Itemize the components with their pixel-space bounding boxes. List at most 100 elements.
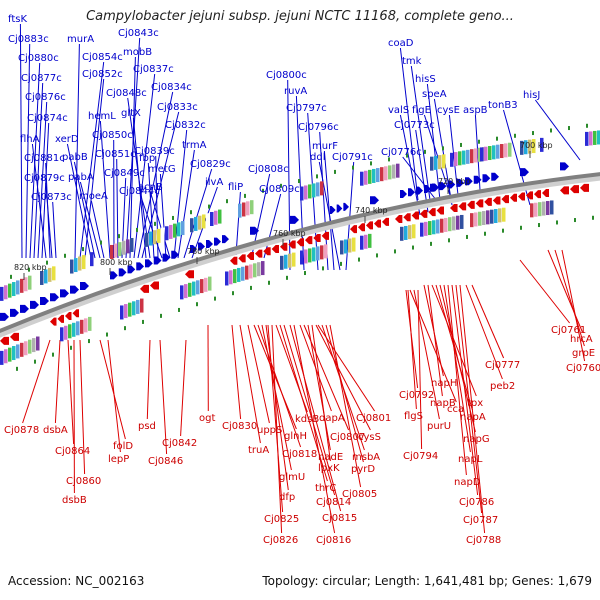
- reverse-leader-line: [99, 339, 126, 440]
- feature-box: [8, 347, 12, 362]
- feature-box: [20, 342, 24, 357]
- reverse-gene-arrow: [458, 202, 467, 211]
- feature-box: [229, 270, 233, 285]
- reverse-gene-label: Cj0826: [263, 535, 298, 546]
- orf-marker: [28, 267, 30, 272]
- feature-box: [140, 298, 144, 313]
- forward-gene-label: Cj0883c: [8, 34, 49, 45]
- forward-gene-arrow: [145, 259, 153, 268]
- reverse-gene-arrow: [420, 209, 428, 218]
- orf-marker: [502, 228, 504, 233]
- forward-gene-label: pabA: [68, 172, 94, 183]
- feature-box: [237, 267, 241, 282]
- reverse-gene-label: Cj0805: [342, 489, 377, 500]
- feature-box: [490, 209, 494, 224]
- orf-marker: [448, 238, 450, 243]
- orf-marker: [196, 302, 198, 307]
- reverse-leader-line: [417, 289, 423, 450]
- reverse-gene-label: thrC: [315, 483, 336, 494]
- feature-box: [424, 221, 428, 236]
- feature-box: [225, 271, 229, 286]
- feature-box: [16, 344, 20, 359]
- feature-box: [296, 251, 300, 266]
- reverse-gene-arrow: [492, 196, 501, 205]
- forward-leader-line: [426, 83, 441, 201]
- feature-box: [169, 224, 173, 239]
- feature-box: [460, 214, 464, 229]
- feature-box: [454, 152, 458, 167]
- reverse-leader-line: [465, 284, 503, 380]
- feature-box: [304, 249, 308, 264]
- reverse-leader-line: [451, 284, 479, 496]
- forward-leader-line: [84, 78, 105, 259]
- reverse-gene-label: peb2: [490, 381, 515, 392]
- orf-marker: [316, 174, 318, 179]
- reverse-gene-arrow: [140, 284, 149, 293]
- reverse-gene-label: napA: [460, 412, 486, 423]
- orf-marker: [394, 249, 396, 254]
- reverse-gene-arrow: [436, 206, 444, 215]
- reverse-gene-arrow: [150, 281, 159, 290]
- feature-box: [300, 250, 304, 265]
- orf-marker: [118, 234, 120, 239]
- forward-gene-label: Cj0832c: [165, 120, 206, 131]
- reverse-gene-arrow: [65, 312, 72, 321]
- reverse-gene-label: folD: [113, 441, 133, 452]
- forward-leader-line: [45, 182, 53, 259]
- feature-box: [261, 261, 265, 276]
- feature-box: [257, 262, 261, 277]
- forward-leader-line: [33, 82, 44, 259]
- feature-box: [40, 270, 44, 285]
- reverse-leader-line: [317, 324, 376, 412]
- forward-gene-arrow: [50, 293, 59, 302]
- forward-gene-arrow: [198, 242, 205, 251]
- forward-gene-label: aspB: [463, 105, 488, 116]
- feature-box: [488, 146, 492, 161]
- feature-box: [384, 166, 388, 181]
- reverse-gene-label: Cj0787: [463, 515, 498, 526]
- forward-gene-label: acnB: [138, 182, 163, 193]
- forward-gene-label: pabB: [62, 152, 88, 163]
- forward-leader-line: [323, 150, 335, 271]
- forward-gene-label: hisJ: [523, 90, 540, 101]
- forward-gene-label: coaD: [388, 38, 414, 49]
- feature-box: [196, 280, 200, 295]
- feature-box: [504, 143, 508, 158]
- forward-gene-label: Cj0809c: [259, 184, 300, 195]
- reverse-gene-label: Cj0788: [466, 535, 501, 546]
- feature-box: [28, 339, 32, 354]
- reverse-leader-line: [67, 339, 75, 445]
- forward-gene-label: Cj0791c: [332, 152, 373, 163]
- feature-box: [28, 275, 32, 290]
- forward-leader-line: [90, 200, 105, 259]
- forward-gene-label: tmk: [402, 56, 422, 67]
- forward-gene-arrow: [214, 237, 221, 246]
- feature-box: [84, 318, 88, 333]
- gene-arrows: [0, 162, 589, 345]
- forward-leader-line: [127, 97, 151, 259]
- reverse-gene-label: kdsB: [295, 414, 319, 425]
- reverse-gene-label: Cj0786: [459, 497, 494, 508]
- feature-box: [420, 222, 424, 237]
- forward-leader-line: [235, 191, 241, 256]
- feature-box: [126, 239, 130, 254]
- feature-box: [218, 209, 222, 224]
- feature-box: [245, 265, 249, 280]
- accession-text: Accession: NC_002163: [8, 574, 145, 588]
- reverse-gene-label: napB: [430, 398, 456, 409]
- reverse-gene-label: Cj0807: [330, 432, 365, 443]
- forward-gene-label: Cj0852c: [82, 69, 123, 80]
- orf-marker: [406, 153, 408, 158]
- orf-marker: [568, 126, 570, 131]
- forward-gene-arrow: [473, 175, 482, 184]
- orf-marker: [280, 183, 282, 188]
- reverse-gene-arrow: [57, 314, 64, 323]
- forward-gene-label: Cj0879c: [24, 173, 65, 184]
- forward-gene-arrow: [70, 285, 79, 294]
- map-title: Campylobacter jejuni subsp. jejuni NCTC …: [86, 9, 514, 24]
- orf-marker: [10, 274, 12, 279]
- reverse-gene-arrow: [580, 183, 589, 192]
- reverse-gene-arrow: [467, 200, 475, 209]
- feature-box: [442, 154, 446, 169]
